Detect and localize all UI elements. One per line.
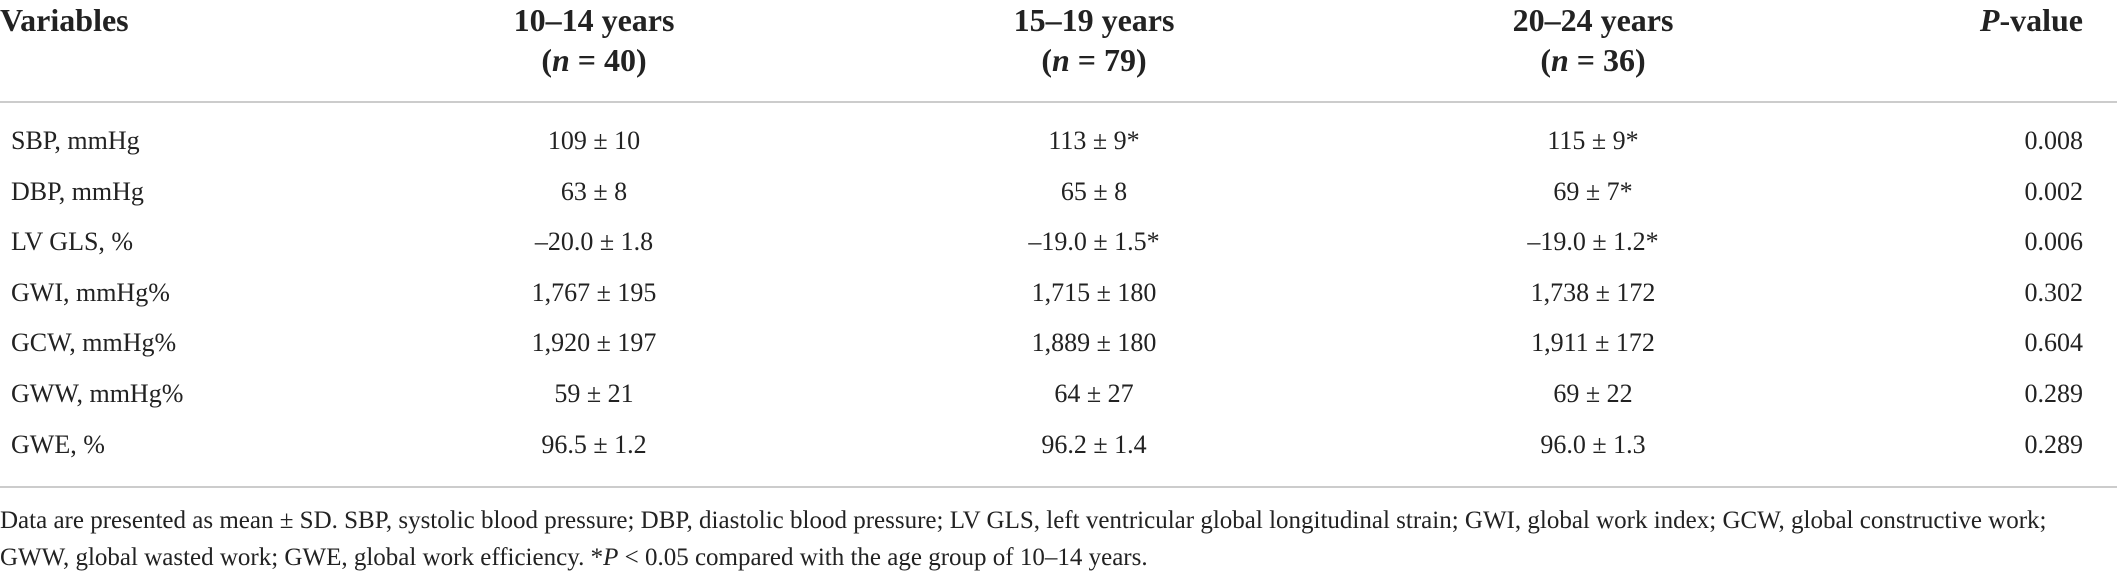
header-p-value: P-value bbox=[1980, 2, 2083, 39]
text: -value bbox=[1999, 2, 2083, 38]
header-group: 15–19 years bbox=[1013, 2, 1175, 38]
header-variables: Variables bbox=[0, 2, 129, 38]
text: ( bbox=[1540, 42, 1551, 78]
row-label: SBP, mmHg bbox=[11, 126, 140, 155]
header-group: 10–14 years bbox=[513, 2, 675, 38]
header-rule bbox=[0, 101, 2117, 103]
cell: –19.0 ± 1.2* bbox=[1527, 227, 1659, 257]
cell: 1,889 ± 180 bbox=[1031, 328, 1157, 358]
row-label: GWI, mmHg% bbox=[11, 277, 170, 307]
cell: 109 ± 10 bbox=[547, 126, 641, 155]
italic-n: n bbox=[1550, 42, 1569, 78]
cell: 64 ± 27 bbox=[1054, 379, 1134, 408]
text: = 79) bbox=[1069, 42, 1147, 78]
row-label: DBP, mmHg bbox=[11, 176, 144, 206]
header-n: (n = 36) bbox=[1540, 42, 1645, 79]
cell: 96.2 ± 1.4 bbox=[1041, 429, 1147, 459]
header-group: 20–24 years bbox=[1512, 2, 1674, 38]
cell: 69 ± 22 bbox=[1553, 379, 1633, 408]
cell: 0.008 bbox=[2024, 126, 2084, 155]
cell: 0.006 bbox=[2024, 227, 2084, 257]
text: Data are presented as mean ± SD. SBP, sy… bbox=[0, 507, 2047, 571]
cell: 0.002 bbox=[2024, 176, 2084, 206]
cell: 69 ± 7* bbox=[1553, 176, 1633, 206]
italic-p: P bbox=[1979, 2, 2000, 38]
cell: 59 ± 21 bbox=[554, 379, 634, 408]
header-n: (n = 40) bbox=[541, 42, 646, 79]
cell: 1,911 ± 172 bbox=[1531, 328, 1655, 358]
row-label: GWE, % bbox=[11, 429, 105, 459]
text: < 0.05 compared with the age group of 10… bbox=[618, 544, 1148, 571]
cell: 96.5 ± 1.2 bbox=[541, 429, 647, 459]
footnote: Data are presented as mean ± SD. SBP, sy… bbox=[0, 502, 2110, 576]
cell: 1,920 ± 197 bbox=[531, 328, 657, 358]
cell: 1,738 ± 172 bbox=[1530, 277, 1656, 307]
cell: 1,715 ± 180 bbox=[1031, 277, 1157, 307]
row-label: GWW, mmHg% bbox=[11, 379, 184, 408]
text: = 36) bbox=[1568, 42, 1646, 78]
cell: 63 ± 8 bbox=[560, 176, 628, 206]
text: = 40) bbox=[569, 42, 647, 78]
row-label: GCW, mmHg% bbox=[11, 328, 177, 358]
cell: 0.289 bbox=[2024, 379, 2084, 408]
row-label: LV GLS, % bbox=[11, 227, 134, 257]
cell: 0.604 bbox=[2024, 328, 2084, 358]
italic-n: n bbox=[1051, 42, 1070, 78]
bottom-rule bbox=[0, 486, 2117, 488]
cell: 113 ± 9* bbox=[1048, 126, 1140, 155]
cell: 115 ± 9* bbox=[1547, 126, 1639, 155]
cell: 65 ± 8 bbox=[1060, 176, 1128, 206]
italic-p: P bbox=[603, 544, 619, 571]
cell: 0.289 bbox=[2024, 429, 2084, 459]
text: ( bbox=[1041, 42, 1052, 78]
cell: –20.0 ± 1.8 bbox=[534, 227, 654, 257]
cell: 1,767 ± 195 bbox=[531, 277, 657, 307]
cell: –19.0 ± 1.5* bbox=[1028, 227, 1160, 257]
header-n: (n = 79) bbox=[1041, 42, 1146, 79]
italic-n: n bbox=[551, 42, 570, 78]
cell: 96.0 ± 1.3 bbox=[1540, 429, 1646, 459]
text: ( bbox=[541, 42, 552, 78]
cell: 0.302 bbox=[2024, 277, 2084, 307]
